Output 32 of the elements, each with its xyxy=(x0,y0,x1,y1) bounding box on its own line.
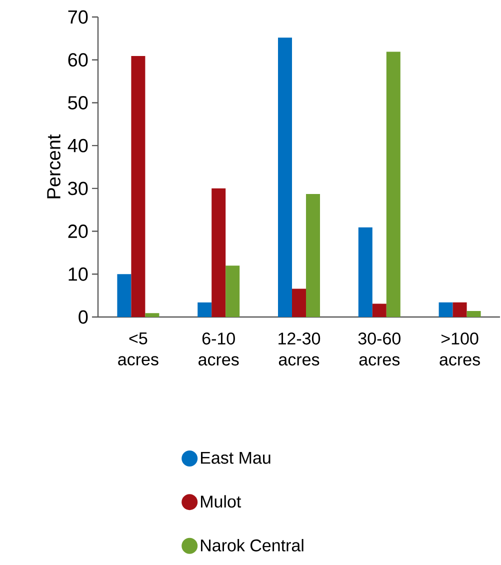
bar xyxy=(117,274,132,317)
bar xyxy=(292,288,306,317)
x-tick-label: >100 acres xyxy=(440,332,480,366)
x-tick-label: 30-60 acres xyxy=(358,332,400,366)
y-axis-title: Percent xyxy=(47,134,60,198)
bar xyxy=(452,302,467,317)
y-tick-label: 40 xyxy=(68,138,88,152)
y-tick-label: 50 xyxy=(68,96,88,110)
bar xyxy=(131,56,146,317)
y-tick-label: 60 xyxy=(68,53,88,67)
bar xyxy=(372,304,386,317)
y-tick-label: 10 xyxy=(68,267,88,281)
bar xyxy=(212,188,226,317)
bar xyxy=(306,194,320,317)
legend-label: Narok Central xyxy=(200,538,304,552)
legend-label: Mulot xyxy=(200,495,242,508)
bar xyxy=(278,38,292,317)
bar xyxy=(386,52,400,317)
legend-label: East Mau xyxy=(200,452,270,464)
y-tick-label: 30 xyxy=(68,182,88,196)
y-tick-label: 70 xyxy=(68,10,88,24)
bar xyxy=(438,302,453,317)
bar xyxy=(466,311,481,317)
x-tick-label: 12-30 acres xyxy=(278,332,320,366)
y-tick-label: 20 xyxy=(68,224,88,238)
bar xyxy=(198,302,212,317)
bar xyxy=(226,266,240,317)
x-tick-label: 6-10 acres xyxy=(198,332,239,366)
bar xyxy=(145,313,160,317)
bar xyxy=(358,227,372,317)
y-tick-label: 0 xyxy=(78,310,88,324)
x-tick-label: <5 acres xyxy=(118,332,158,366)
